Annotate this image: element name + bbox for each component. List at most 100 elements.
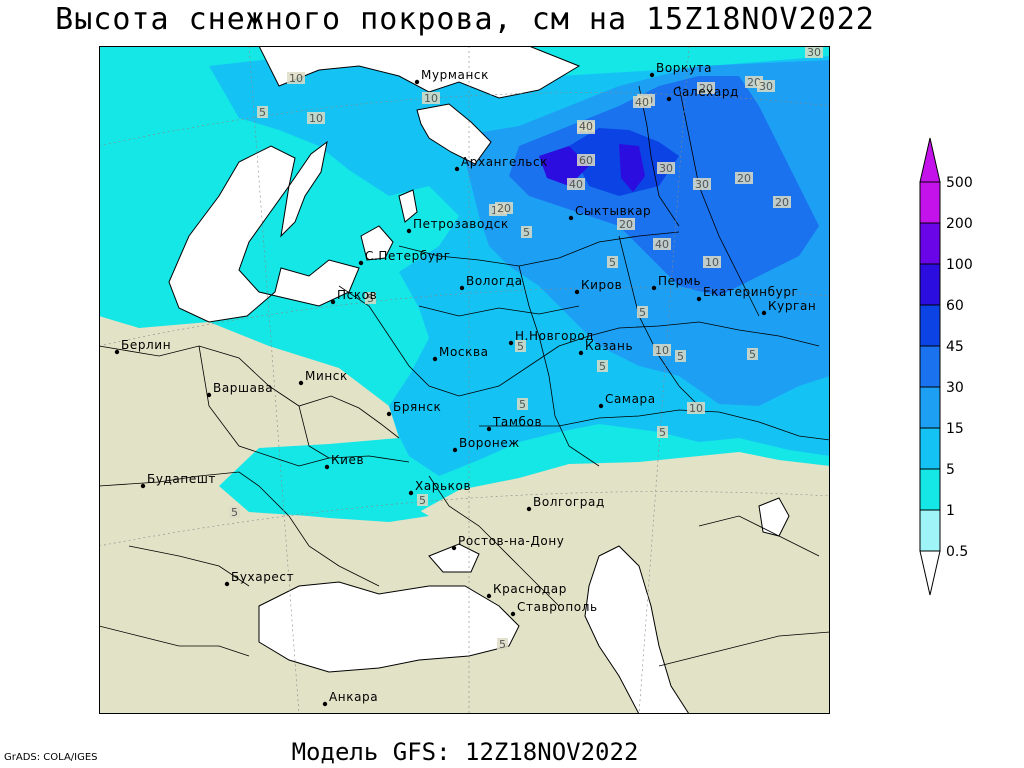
svg-text:5: 5 [517,340,524,353]
city-label: Воронеж [459,436,520,450]
legend-level-label: 45 [946,339,964,355]
svg-text:5: 5 [639,306,646,319]
contour-label: 10 [687,402,705,415]
svg-text:5: 5 [599,360,606,373]
contour-label: 20 [735,172,753,185]
city-label: С.Петербург [365,249,451,263]
contour-label: 10 [422,92,440,105]
contour-label: 30 [693,178,711,191]
svg-text:5: 5 [499,638,506,651]
contour-label: 20 [773,196,791,209]
contour-label: 40 [567,178,585,191]
city-label: Берлин [121,338,171,352]
contour-label: 5 [521,226,532,239]
contour-label: 30 [805,46,823,59]
city-dot [486,426,492,432]
contour-label: 20 [697,82,715,95]
city-dot [510,611,516,617]
snow-area-peak [539,144,645,192]
grads-credit: GrADS: COLA/IGES [4,752,98,763]
legend-swatch [919,304,941,347]
graticule [99,46,830,714]
contour-label: 5 [257,106,268,119]
city-dot [649,72,655,78]
model-subtitle: Модель GFS: 12Z18NOV2022 [291,738,639,766]
city-dot [761,310,767,316]
city-label: Воркута [656,61,712,75]
contour-label: 40 [653,238,671,251]
contour-label: 10 [307,112,325,125]
city-dot [408,490,414,496]
legend-swatch [919,181,941,224]
svg-text:10: 10 [309,112,323,125]
city-label: Киев [331,453,364,467]
city-dot [574,289,580,295]
legend-swatch-top [919,137,941,183]
map-title: Высота снежного покрова, см на 15Z18NOV2… [55,2,875,37]
white-sea [416,103,492,165]
legend-swatch [919,468,941,511]
city-label: Вологда [466,274,523,288]
legend-swatch [919,509,941,552]
legend-level-label: 100 [946,257,973,273]
baltic-sea [168,145,360,323]
contour-label: 5 [675,350,686,363]
contour-label: 10 [653,344,671,357]
city-label: Киров [581,278,622,292]
legend-level-label: 30 [946,380,964,396]
city-dot [358,260,364,266]
black-sea [258,581,520,673]
city-dot [432,356,438,362]
caspian-sea [584,545,690,714]
city-dot [114,349,120,355]
contour-label: 5 [515,340,526,353]
city-label: Псков [337,288,377,302]
city-label: Н.Новгород [515,329,594,343]
city-dot [651,285,657,291]
svg-text:10: 10 [705,256,719,269]
city-label: Минск [305,369,348,383]
city-dot [386,411,392,417]
svg-text:40: 40 [635,96,649,109]
svg-text:10: 10 [424,92,438,105]
svg-text:20: 20 [775,196,789,209]
contour-label: 20 [617,218,635,231]
legend-swatch [919,345,941,388]
svg-text:5: 5 [519,398,526,411]
contour-label: 40 [633,96,651,109]
barents-sea [258,46,581,99]
city-dot [459,285,465,291]
contour-label: 5 [597,360,608,373]
contour-label: 5 [747,348,758,361]
city-dot [414,79,420,85]
contour-label: 5 [497,638,508,651]
legend-boxes [919,137,941,596]
legend-level-label: 5 [946,462,955,478]
contour-label: 40 [577,120,595,133]
city-dot [666,96,672,102]
city-label: Архангельск [461,155,548,169]
city-dot [526,506,532,512]
legend-level-label: 15 [946,421,964,437]
svg-text:30: 30 [807,46,821,59]
legend-level-label: 1 [946,503,955,519]
city-label: Мурманск [421,68,489,82]
city-label: Анкара [329,690,378,704]
city-label: Ставрополь [517,600,598,614]
city-label: Сыктывкар [575,204,651,218]
city-label: Тамбов [492,415,542,429]
legend-swatch-bottom [919,550,941,596]
city-dot [486,593,492,599]
svg-text:10: 10 [289,72,303,85]
svg-text:10: 10 [689,402,703,415]
svg-text:40: 40 [569,178,583,191]
svg-text:5: 5 [259,106,266,119]
city-dot [206,392,212,398]
svg-text:10: 10 [655,344,669,357]
contour-label: 5 [229,506,240,519]
borders [99,85,830,667]
contour-label: 60 [577,154,595,167]
city-label: Брянск [393,400,441,414]
svg-text:5: 5 [609,256,616,269]
city-dot [322,701,328,707]
